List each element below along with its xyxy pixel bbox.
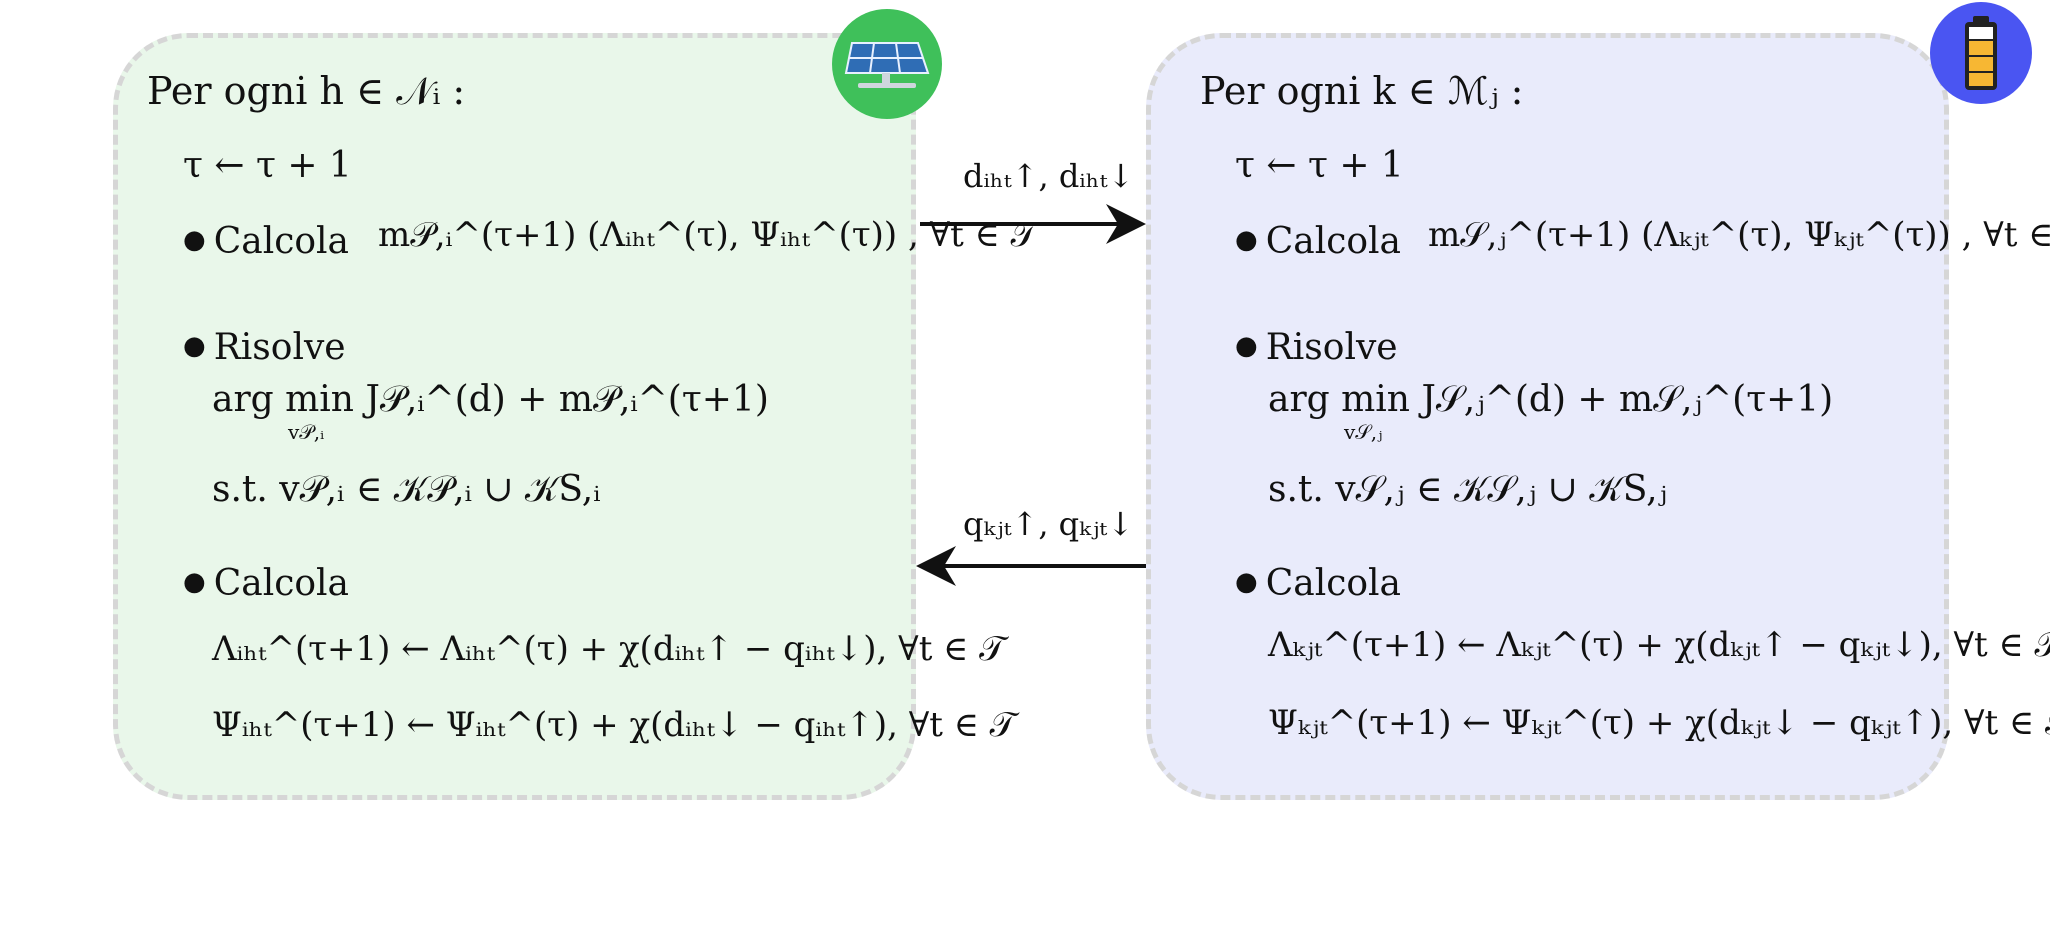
left-title: Per ogni h ∈ 𝒩ᵢ : <box>147 69 466 113</box>
storage-panel <box>1146 33 1949 800</box>
left-step-solve: ● Risolve <box>183 327 346 368</box>
left-psi-update: Ψᵢₕₜ^(τ+1) ← Ψᵢₕₜ^(τ) + χ(dᵢₕₜ↓ − qᵢₕₜ↑)… <box>212 705 1016 745</box>
left-step-compute-m: ● Calcola <box>183 221 350 262</box>
right-constraint: s.t. v𝒮,ⱼ ∈ 𝒦𝒮,ⱼ ∪ 𝒦S,ⱼ <box>1268 469 1668 510</box>
left-argmin-subscript: v𝒫,ᵢ <box>288 420 325 444</box>
right-tau-update: τ ← τ + 1 <box>1235 145 1404 186</box>
battery-icon <box>1930 2 2032 104</box>
right-step-solve: ● Risolve <box>1235 327 1398 368</box>
right-lambda-update: Λₖⱼₜ^(τ+1) ← Λₖⱼₜ^(τ) + χ(dₖⱼₜ↑ − qₖⱼₜ↓)… <box>1268 625 2050 665</box>
right-argmin: arg min J𝒮,ⱼ^(d) + m𝒮,ⱼ^(τ+1) <box>1268 379 1834 420</box>
left-step-compute-multipliers: ● Calcola <box>183 563 350 604</box>
right-step-compute-m: ● Calcola <box>1235 221 1402 262</box>
bottom-arrow-label: qₖⱼₜ↑, qₖⱼₜ↓ <box>963 505 1134 543</box>
producer-panel <box>113 33 916 800</box>
right-title: Per ogni k ∈ ℳⱼ : <box>1200 69 1524 113</box>
top-arrow-label: dᵢₕₜ↑, dᵢₕₜ↓ <box>963 157 1135 195</box>
left-lambda-update: Λᵢₕₜ^(τ+1) ← Λᵢₕₜ^(τ) + χ(dᵢₕₜ↑ − qᵢₕₜ↓)… <box>212 629 1006 669</box>
right-m-formula: m𝒮,ⱼ^(τ+1) (Λₖⱼₜ^(τ), Ψₖⱼₜ^(τ)) , ∀t ∈ 𝒯 <box>1428 215 2050 255</box>
left-constraint: s.t. v𝒫,ᵢ ∈ 𝒦𝒫,ᵢ ∪ 𝒦S,ᵢ <box>212 469 601 510</box>
right-argmin-subscript: v𝒮,ⱼ <box>1344 420 1383 444</box>
right-step-compute-multipliers: ● Calcola <box>1235 563 1402 604</box>
solar-panel-icon <box>832 9 942 119</box>
right-psi-update: Ψₖⱼₜ^(τ+1) ← Ψₖⱼₜ^(τ) + χ(dₖⱼₜ↓ − qₖⱼₜ↑)… <box>1268 703 2050 743</box>
left-tau-update: τ ← τ + 1 <box>183 145 352 186</box>
left-argmin: arg min J𝒫,ᵢ^(d) + m𝒫,ᵢ^(τ+1) <box>212 379 769 420</box>
